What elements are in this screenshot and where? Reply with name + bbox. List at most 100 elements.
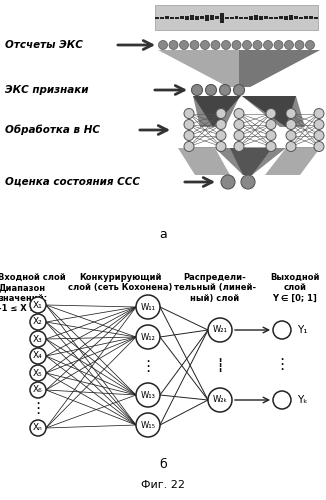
Text: ⋮: ⋮	[30, 402, 46, 416]
Circle shape	[234, 120, 244, 130]
Bar	[254, 15, 258, 20]
Circle shape	[273, 391, 291, 409]
Text: Распредели-
тельный (линей-
ный) слой: Распредели- тельный (линей- ный) слой	[174, 273, 256, 303]
Circle shape	[285, 40, 293, 50]
Bar	[240, 16, 244, 18]
Bar	[165, 16, 169, 19]
Circle shape	[286, 120, 296, 130]
Circle shape	[30, 314, 46, 330]
Bar	[279, 16, 283, 19]
Bar	[210, 15, 214, 20]
Circle shape	[169, 40, 178, 50]
Circle shape	[234, 142, 244, 152]
Circle shape	[216, 108, 226, 118]
Circle shape	[216, 142, 226, 152]
Circle shape	[158, 40, 168, 50]
Circle shape	[243, 40, 251, 50]
Circle shape	[30, 382, 46, 398]
Bar	[220, 12, 224, 22]
Circle shape	[266, 120, 276, 130]
Circle shape	[184, 120, 194, 130]
Text: W₁₃: W₁₃	[141, 390, 156, 400]
Circle shape	[286, 142, 296, 152]
Text: Отсчеты ЭКС: Отсчеты ЭКС	[5, 40, 83, 50]
Text: Yₖ: Yₖ	[297, 395, 308, 405]
Circle shape	[208, 318, 232, 342]
Bar	[230, 16, 233, 18]
Circle shape	[263, 40, 273, 50]
Text: Оценка состояния ССС: Оценка состояния ССС	[5, 177, 140, 187]
Text: Выходной
слой
Y ∈ [0; 1]: Выходной слой Y ∈ [0; 1]	[270, 273, 320, 303]
Text: ⋮: ⋮	[274, 358, 289, 372]
Text: X₁: X₁	[33, 300, 43, 310]
Text: W₂₁: W₂₁	[213, 326, 228, 334]
Bar	[234, 16, 239, 19]
Bar	[195, 16, 199, 20]
Bar	[205, 14, 209, 20]
Circle shape	[184, 130, 194, 140]
Bar	[160, 16, 164, 18]
Circle shape	[205, 84, 216, 96]
Polygon shape	[230, 148, 272, 175]
Bar	[274, 16, 278, 18]
Text: ⋮: ⋮	[141, 358, 156, 374]
Circle shape	[274, 40, 283, 50]
Circle shape	[241, 175, 255, 189]
Bar	[185, 16, 189, 20]
Circle shape	[233, 84, 244, 96]
Bar	[180, 16, 184, 19]
Text: Xₙ: Xₙ	[33, 424, 43, 432]
Bar	[284, 16, 288, 20]
Text: ⋮: ⋮	[212, 360, 228, 374]
Polygon shape	[239, 50, 320, 87]
Polygon shape	[178, 148, 230, 175]
Polygon shape	[193, 96, 240, 127]
Circle shape	[253, 40, 262, 50]
Circle shape	[232, 40, 241, 50]
Circle shape	[184, 108, 194, 118]
Circle shape	[191, 84, 202, 96]
Bar	[309, 16, 313, 19]
Polygon shape	[242, 96, 296, 127]
Circle shape	[136, 295, 160, 319]
Circle shape	[190, 40, 199, 50]
Polygon shape	[215, 148, 286, 175]
Text: Конкурирующий
слой (сеть Кохонена): Конкурирующий слой (сеть Кохонена)	[68, 273, 172, 292]
Text: W₁₂: W₁₂	[141, 332, 156, 342]
Circle shape	[180, 40, 188, 50]
Circle shape	[208, 388, 232, 412]
Bar	[175, 16, 179, 18]
Bar	[155, 5, 318, 30]
Text: W₂ₖ: W₂ₖ	[213, 396, 228, 404]
Circle shape	[295, 40, 304, 50]
Circle shape	[184, 142, 194, 152]
Circle shape	[305, 40, 315, 50]
Circle shape	[136, 325, 160, 349]
Polygon shape	[158, 50, 320, 87]
Polygon shape	[193, 96, 241, 127]
Bar	[190, 15, 194, 20]
Bar	[304, 16, 308, 19]
Circle shape	[314, 108, 324, 118]
Bar	[259, 16, 263, 20]
Circle shape	[273, 321, 291, 339]
Circle shape	[314, 130, 324, 140]
Text: Y₁: Y₁	[297, 325, 307, 335]
Bar	[225, 16, 229, 18]
Text: Входной слой
Диапазон
значений:
-1 ≤ X ≤ 1: Входной слой Диапазон значений: -1 ≤ X ≤…	[0, 273, 66, 313]
Circle shape	[286, 108, 296, 118]
Bar	[170, 16, 174, 18]
Circle shape	[221, 175, 235, 189]
Circle shape	[234, 108, 244, 118]
Bar	[249, 16, 253, 20]
Circle shape	[314, 142, 324, 152]
Bar	[264, 16, 268, 19]
Text: а: а	[159, 228, 167, 241]
Bar	[314, 16, 318, 18]
Circle shape	[30, 348, 46, 364]
Circle shape	[266, 130, 276, 140]
Bar	[244, 16, 248, 18]
Circle shape	[221, 40, 230, 50]
Circle shape	[136, 383, 160, 407]
Bar	[294, 16, 298, 19]
